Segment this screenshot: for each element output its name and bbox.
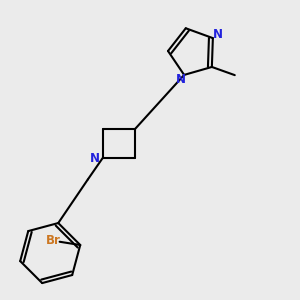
Text: Br: Br <box>46 234 61 247</box>
Text: N: N <box>176 73 186 86</box>
Text: N: N <box>213 28 223 41</box>
Text: N: N <box>89 152 99 165</box>
